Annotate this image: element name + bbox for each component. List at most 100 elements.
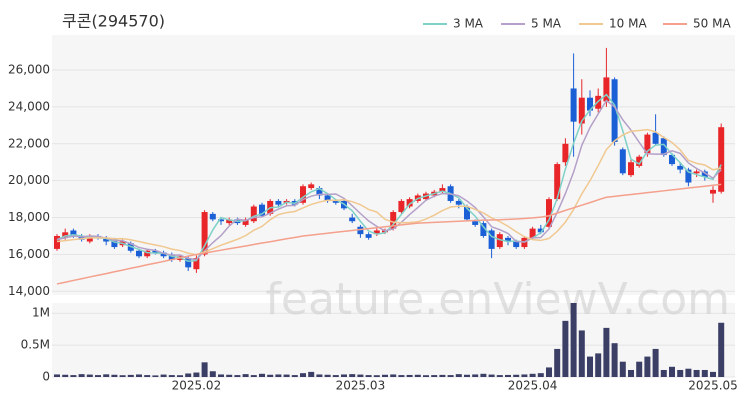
y-tick-label: 20,000 <box>8 173 50 187</box>
candle-body <box>152 250 159 253</box>
candle-body <box>578 97 585 124</box>
candle-body <box>78 235 85 240</box>
volume-bar <box>177 375 183 377</box>
volume-bar <box>628 369 634 377</box>
y-tick-label: 14,000 <box>8 284 50 298</box>
candle-body <box>136 250 142 257</box>
volume-bar <box>537 373 544 377</box>
candle-body <box>242 219 249 225</box>
candle-body <box>513 241 520 248</box>
y-tick-label: 0.5M <box>21 338 50 352</box>
legend-label: 5 MA <box>531 17 562 31</box>
volume-bar <box>300 373 306 377</box>
volume-bar <box>546 367 552 377</box>
volume-bar <box>472 374 479 377</box>
y-tick-label: 24,000 <box>8 99 50 113</box>
volume-bar <box>144 375 151 377</box>
ma-line <box>56 128 722 256</box>
candle-body <box>562 143 569 163</box>
candle-body <box>406 199 413 207</box>
volume-bar <box>218 374 224 377</box>
volume-bar <box>226 374 233 377</box>
ma-line <box>56 183 722 285</box>
volume-bar <box>103 374 110 377</box>
candle-body <box>628 162 634 176</box>
y-tick-label: 18,000 <box>8 210 50 224</box>
candle-body <box>201 212 208 255</box>
volume-bar <box>390 374 397 377</box>
volume-bar <box>562 320 569 377</box>
volume-bar <box>168 375 175 377</box>
candle-body <box>660 138 667 155</box>
candle-body <box>103 237 110 242</box>
volume-bar <box>291 375 298 377</box>
volume-bar <box>414 374 421 377</box>
candle-body <box>677 165 684 170</box>
volume-bar <box>365 375 372 377</box>
volume-bar <box>423 375 429 377</box>
volume-bar <box>209 371 216 377</box>
volume-bar <box>677 369 684 377</box>
candle-body <box>611 79 618 142</box>
candle-body <box>111 239 118 248</box>
candle-body <box>332 200 339 203</box>
candle-body <box>144 250 151 257</box>
volume-bar <box>431 375 438 377</box>
candle-body <box>373 230 380 235</box>
candle-body <box>472 221 479 225</box>
volume-bar <box>95 375 101 377</box>
candle-body <box>693 171 700 174</box>
candle-body <box>554 164 561 200</box>
volume-bar <box>619 361 626 377</box>
volume-bar <box>185 373 192 377</box>
candle-body <box>365 234 372 238</box>
legend-label: 3 MA <box>453 17 484 31</box>
volume-bar <box>283 374 290 377</box>
volume-bar <box>447 375 454 377</box>
volume-bar <box>710 371 716 377</box>
candle-body <box>718 127 725 192</box>
volume-bar <box>357 374 364 377</box>
candle-body <box>570 88 577 122</box>
volume-bar <box>660 369 667 377</box>
volume-bar <box>611 343 618 377</box>
x-tick-label: 2025.04 <box>508 379 558 393</box>
volume-bar <box>324 374 331 377</box>
candle-body <box>209 213 216 220</box>
ma-line <box>56 99 722 261</box>
volume-bar <box>578 330 585 377</box>
volume-bar <box>652 348 659 377</box>
y-tick-label: 0 <box>42 370 50 384</box>
candle-body <box>701 171 708 177</box>
volume-bar <box>308 371 315 377</box>
candle-body <box>259 204 265 216</box>
volume-bar <box>341 374 347 377</box>
volume-bar <box>455 374 462 377</box>
candle-body <box>480 223 487 236</box>
watermark: feature.enViewV.com <box>265 274 730 325</box>
y-tick-label: 22,000 <box>8 136 50 150</box>
volume-bar <box>595 353 602 377</box>
volume-bar <box>70 375 77 377</box>
volume-bar <box>701 369 708 377</box>
candle-body <box>349 217 356 222</box>
volume-bar <box>259 373 265 377</box>
candle-body <box>308 184 315 189</box>
candle-body <box>496 234 503 248</box>
candle-body <box>160 252 167 257</box>
candle-body <box>390 212 397 229</box>
volume-bar <box>119 375 126 377</box>
candle-body <box>546 199 552 227</box>
candle-body <box>398 200 405 213</box>
candle-body <box>619 149 626 174</box>
x-tick-label: 2025.05 <box>688 379 738 393</box>
volume-bar <box>201 362 208 377</box>
volume-bar <box>316 374 323 377</box>
candle-body <box>300 186 306 203</box>
candle-body <box>529 228 536 238</box>
volume-bar <box>136 374 142 377</box>
volume-bar <box>529 373 536 377</box>
legend-label: 10 MA <box>609 17 647 31</box>
candle-body <box>250 206 257 222</box>
